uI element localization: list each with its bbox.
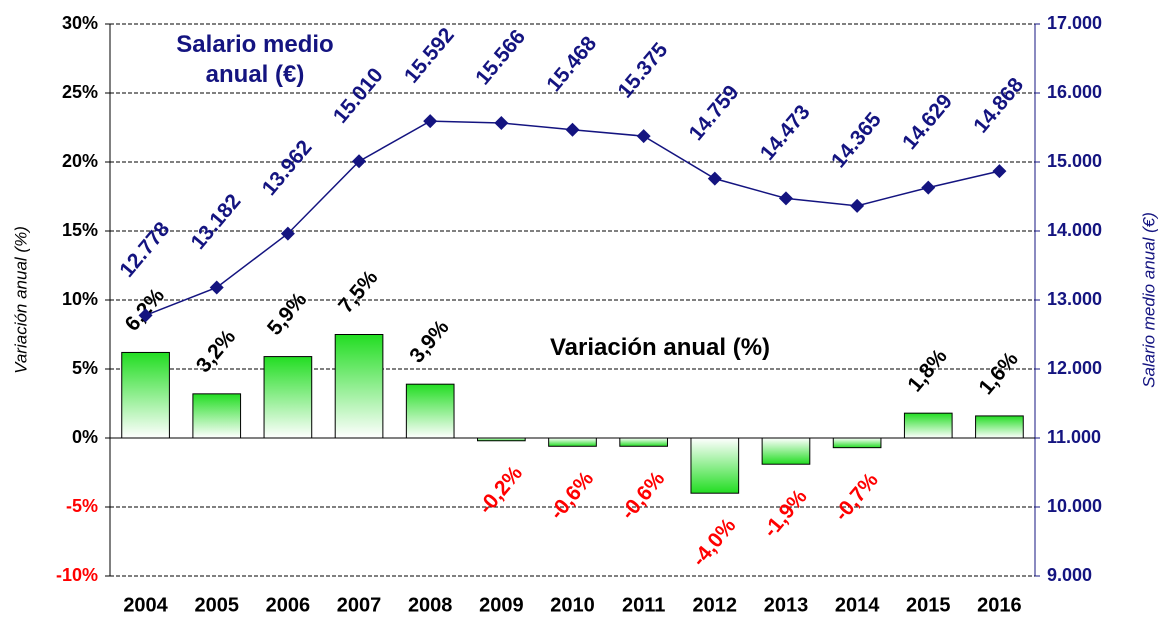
bar	[690, 437, 740, 494]
line-value-label: 14.473	[756, 101, 815, 165]
line-marker	[423, 114, 438, 129]
x-tick-label: 2006	[266, 594, 311, 616]
bar	[334, 334, 384, 439]
line-marker	[921, 180, 936, 195]
x-tick-label: 2016	[977, 594, 1022, 616]
bar	[477, 437, 526, 442]
x-tick-label: 2013	[764, 594, 809, 616]
bar	[903, 412, 953, 439]
x-tick-label: 2004	[123, 594, 168, 616]
bar-value-label: -0,2%	[474, 461, 527, 518]
bar-value-label: 3,9%	[405, 316, 454, 368]
bar-value-label: 1,6%	[974, 347, 1023, 399]
x-tick-label: 2015	[906, 594, 951, 616]
x-tick-label: 2007	[337, 594, 382, 616]
bar	[405, 383, 455, 439]
bar	[263, 356, 313, 439]
line-value-label: 15.592	[400, 24, 459, 88]
y2-tick-label: 17.000	[1047, 13, 1102, 33]
bar-value-label: 5,9%	[263, 288, 312, 340]
bar	[192, 393, 242, 439]
line-value-label: 13.182	[187, 190, 246, 254]
line-marker	[850, 198, 865, 213]
line-marker	[352, 154, 367, 169]
line-value-label: 14.629	[898, 90, 957, 154]
y2-tick-label: 16.000	[1047, 82, 1102, 102]
line-marker	[565, 122, 580, 137]
y-tick-label: -10%	[56, 565, 98, 585]
y-tick-label: -5%	[66, 496, 98, 516]
bar	[975, 415, 1024, 439]
y2-tick-label: 14.000	[1047, 220, 1102, 240]
bar-value-label: 1,8%	[903, 345, 952, 397]
line-marker	[280, 226, 295, 241]
bar	[121, 351, 170, 439]
y-tick-label: 5%	[72, 358, 98, 378]
bar-value-label: -0,6%	[545, 467, 598, 524]
y2-tick-label: 9.000	[1047, 565, 1092, 585]
bar-value-label: -0,7%	[830, 468, 883, 525]
line-value-label: 14.759	[685, 81, 744, 145]
x-tick-label: 2008	[408, 594, 453, 616]
line-marker	[209, 280, 224, 295]
line-marker	[992, 164, 1007, 179]
line-value-label: 14.365	[827, 108, 886, 172]
x-tick-label: 2012	[693, 594, 738, 616]
line-marker	[494, 115, 509, 130]
line	[145, 120, 1000, 317]
line-marker	[707, 171, 722, 186]
bar	[619, 437, 668, 447]
line-value-label: 12.778	[115, 217, 174, 281]
x-tick-label: 2009	[479, 594, 524, 616]
line-marker	[636, 129, 651, 144]
bar-value-label: -1,9%	[759, 485, 812, 542]
y2-tick-label: 13.000	[1047, 289, 1102, 309]
line-marker	[138, 308, 153, 323]
x-tick-label: 2005	[194, 594, 239, 616]
bar-value-label: -4,0%	[688, 514, 741, 571]
y-tick-label: 20%	[62, 151, 98, 171]
line-value-label: 13.962	[258, 136, 317, 200]
y2-tick-label: 10.000	[1047, 496, 1102, 516]
line-series-name: Salario medio anual (€)	[176, 31, 334, 88]
bar	[832, 437, 882, 449]
x-tick-label: 2014	[835, 594, 880, 616]
bar	[761, 437, 811, 465]
y-axis-label: Variación anual (%)	[11, 226, 30, 374]
y2-tick-label: 11.000	[1047, 427, 1101, 447]
y2-tick-label: 12.000	[1047, 358, 1102, 378]
y-tick-label: 15%	[62, 220, 98, 240]
y2-axis-label: Salario medio anual (€)	[1139, 212, 1158, 388]
line-value-label: 14.868	[969, 73, 1028, 137]
y-tick-label: 25%	[62, 82, 98, 102]
line-marker	[778, 191, 793, 206]
line-value-label: 15.566	[471, 25, 530, 89]
y2-tick-label: 15.000	[1047, 151, 1102, 171]
y-tick-label: 10%	[62, 289, 98, 309]
bar-value-label: -0,6%	[616, 467, 669, 524]
bar-value-label: 7,5%	[334, 266, 383, 318]
line-value-label: 15.468	[542, 32, 601, 96]
y-tick-label: 0%	[72, 427, 98, 447]
x-tick-label: 2011	[622, 594, 665, 616]
y-tick-label: 30%	[62, 13, 98, 33]
x-tick-label: 2010	[550, 594, 595, 616]
bar-series-name: Variación anual (%)	[549, 334, 771, 361]
bar	[548, 437, 597, 447]
